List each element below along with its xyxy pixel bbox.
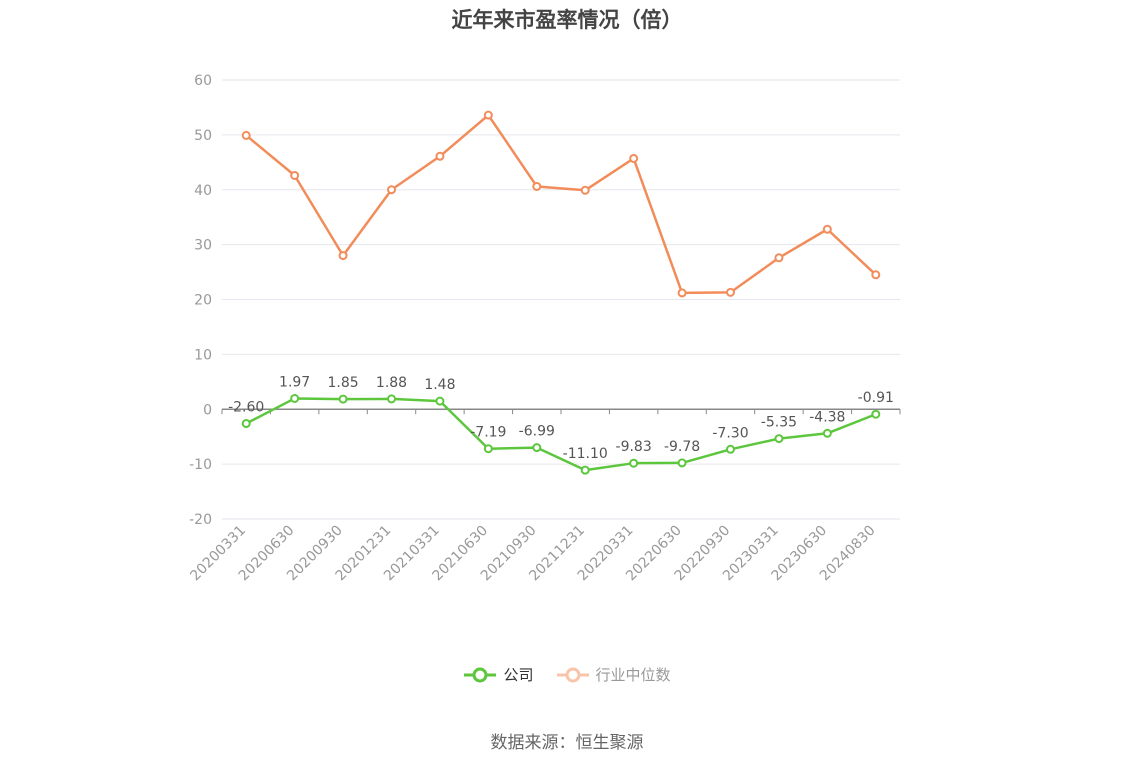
company-data-label: 1.97 <box>279 374 310 390</box>
legend-item-company[interactable]: 公司 <box>463 664 534 685</box>
company-point <box>677 458 687 468</box>
legend-industry-marker-icon <box>556 667 589 682</box>
industry-series-line <box>245 113 877 295</box>
axis-layer: 6050403020100-10-20202003312020063020200… <box>187 73 901 584</box>
legend: 公司 行业中位数 <box>0 664 1134 685</box>
company-data-label: -9.78 <box>664 439 700 455</box>
company-point <box>435 396 445 406</box>
company-data-label: -0.91 <box>858 390 894 406</box>
chart-title: 近年来市盈率情况（倍） <box>451 8 683 32</box>
y-tick-label: 50 <box>194 128 212 144</box>
industry-point <box>338 251 348 261</box>
legend-industry-label: 行业中位数 <box>595 666 671 684</box>
company-data-label: -4.38 <box>809 409 845 425</box>
label-layer: -2.60 1.97 1.85 1.88 1.48 -7.19 -6.99 -11.10 -9.… <box>228 374 894 462</box>
company-point <box>822 428 832 438</box>
company-point <box>629 458 639 468</box>
industry-point <box>387 185 396 195</box>
industry-point <box>726 287 735 297</box>
y-tick-label: 20 <box>194 293 212 309</box>
company-point <box>532 443 542 453</box>
industry-point <box>435 151 445 161</box>
y-tick-label: 30 <box>194 238 212 254</box>
y-tick-label: 10 <box>194 347 212 363</box>
company-data-label: 1.48 <box>424 377 455 393</box>
data-source: 数据来源：恒生聚源 <box>490 733 644 753</box>
company-data-label: -11.10 <box>563 446 608 462</box>
company-point <box>580 465 590 475</box>
company-point <box>774 434 784 444</box>
industry-point <box>822 224 832 234</box>
company-series-line <box>245 397 877 472</box>
industry-point <box>871 270 881 280</box>
y-tick-label: 60 <box>194 73 212 89</box>
industry-point <box>629 153 639 163</box>
company-point <box>483 444 493 454</box>
industry-point <box>290 170 300 180</box>
industry-point <box>532 181 542 191</box>
grid-layer <box>222 79 900 520</box>
company-point <box>241 419 251 429</box>
company-data-label: -9.83 <box>616 439 652 455</box>
y-tick-label: -10 <box>189 457 212 473</box>
company-point <box>338 394 348 404</box>
industry-point <box>483 110 493 120</box>
company-data-label: -7.30 <box>712 425 748 441</box>
series-layer <box>241 110 881 475</box>
y-tick-label: 40 <box>194 183 212 199</box>
company-point <box>387 394 396 404</box>
company-data-label: -5.35 <box>761 415 797 431</box>
y-tick-label: -20 <box>189 512 212 528</box>
industry-point <box>677 288 687 298</box>
legend-item-industry[interactable]: 行业中位数 <box>556 664 671 685</box>
company-point <box>871 409 881 419</box>
company-data-label: -2.60 <box>228 400 264 416</box>
company-data-label: -7.19 <box>470 425 506 441</box>
industry-point <box>580 185 590 195</box>
y-tick-label: 0 <box>203 402 212 418</box>
legend-company-label: 公司 <box>503 666 534 684</box>
line-chart: 6050403020100-10-20202003312020063020200… <box>187 73 901 584</box>
company-data-label: 1.88 <box>376 375 407 391</box>
company-point <box>290 393 300 403</box>
industry-point <box>241 130 251 140</box>
company-point <box>726 444 735 454</box>
industry-point <box>774 253 784 263</box>
company-data-label: -6.99 <box>519 424 555 440</box>
legend-company-marker-icon <box>464 667 497 682</box>
company-data-label: 1.85 <box>327 375 358 391</box>
